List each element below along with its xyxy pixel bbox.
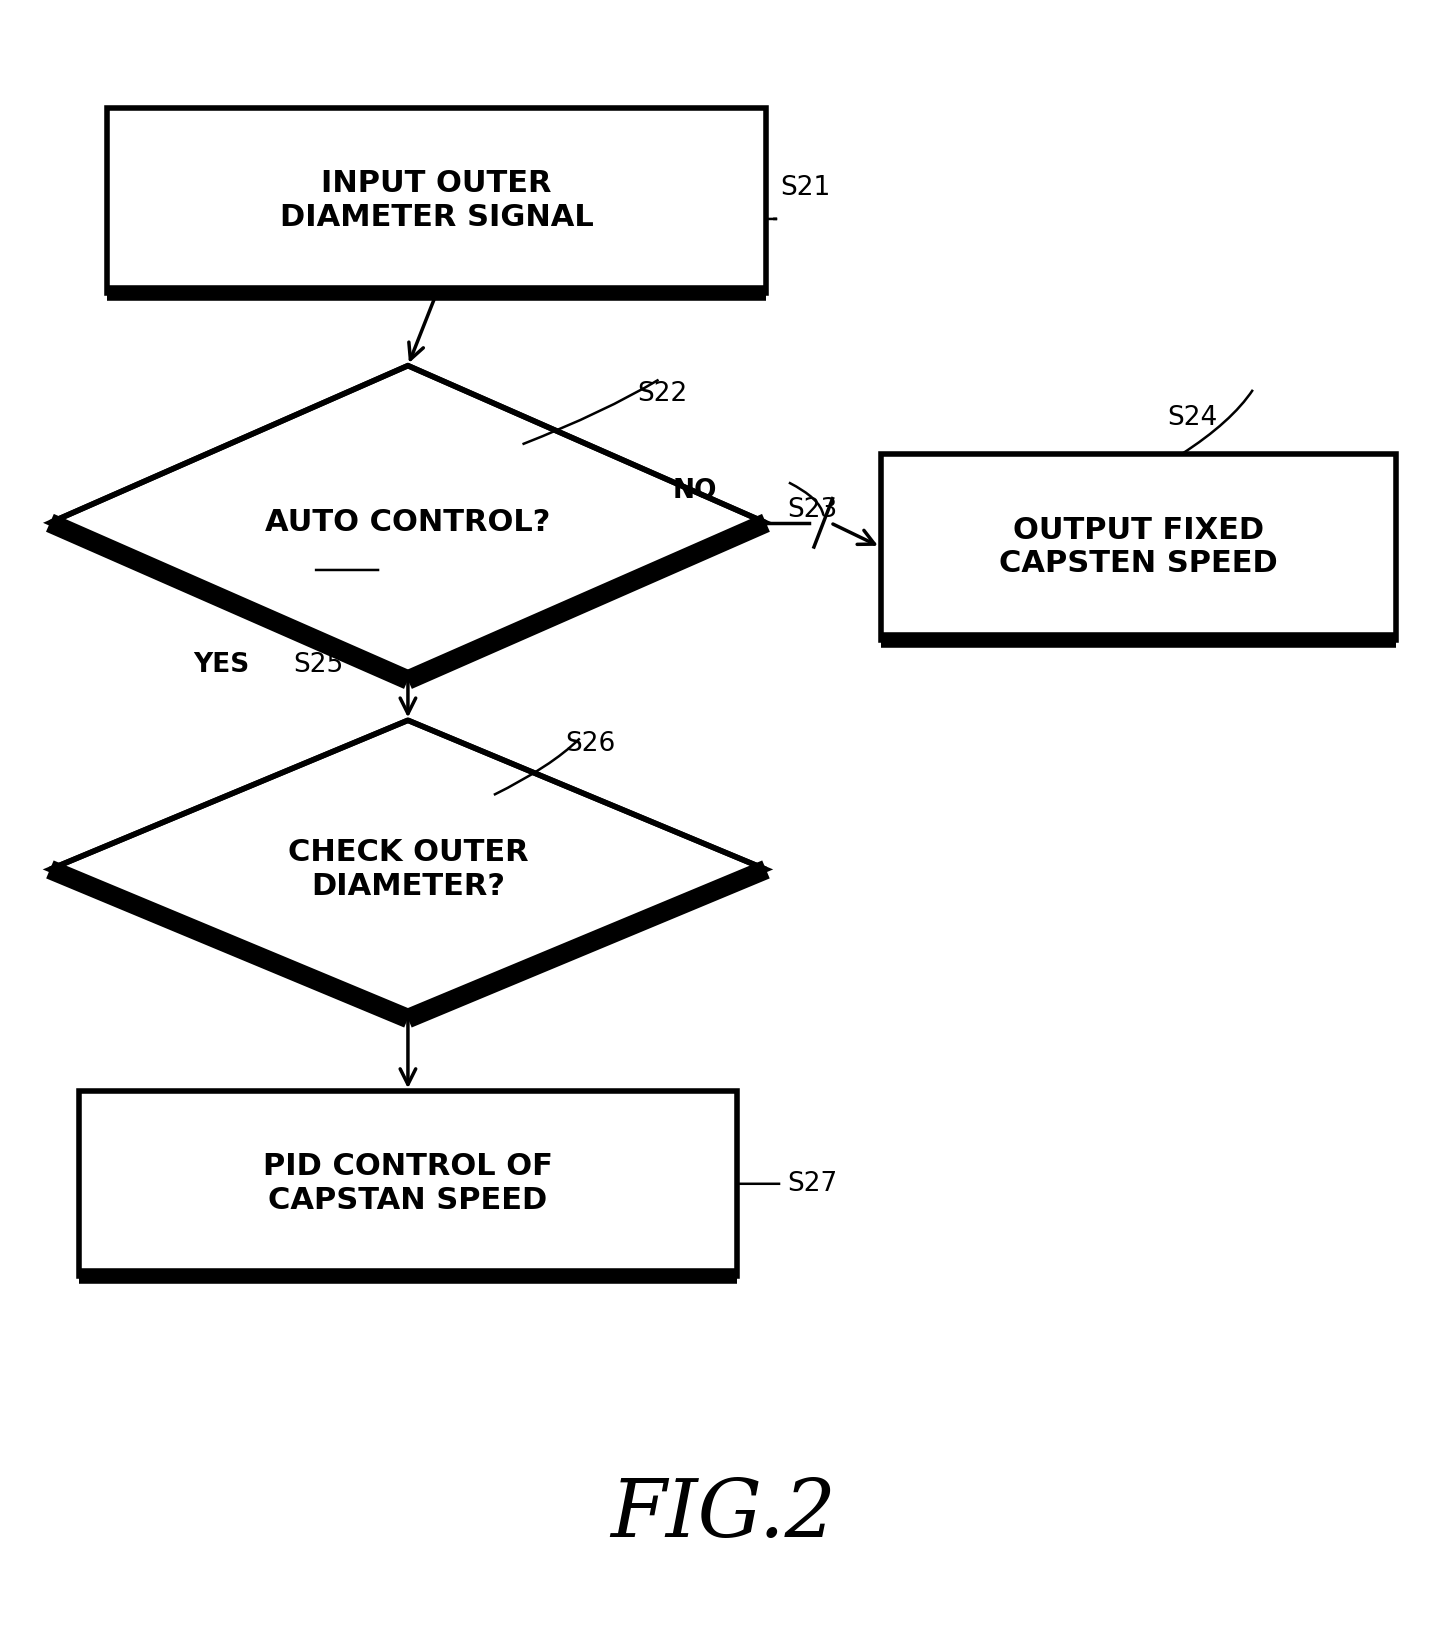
Polygon shape [51,720,766,1018]
Text: OUTPUT FIXED
CAPSTEN SPEED: OUTPUT FIXED CAPSTEN SPEED [999,515,1278,579]
Bar [107,107,766,293]
Bar [78,1091,737,1276]
Text: FIG.2: FIG.2 [610,1475,836,1553]
Text: S25: S25 [294,652,344,678]
Text: S26: S26 [565,730,616,756]
Polygon shape [51,366,766,680]
Text: PID CONTROL OF
CAPSTAN SPEED: PID CONTROL OF CAPSTAN SPEED [263,1153,552,1215]
Text: S22: S22 [638,380,687,406]
Text: S21: S21 [781,174,830,200]
Text: CHECK OUTER
DIAMETER?: CHECK OUTER DIAMETER? [288,837,528,901]
Text: INPUT OUTER
DIAMETER SIGNAL: INPUT OUTER DIAMETER SIGNAL [279,169,593,231]
Text: S27: S27 [788,1171,837,1197]
Text: S23: S23 [788,498,837,524]
Text: NO: NO [672,478,717,504]
Text: AUTO CONTROL?: AUTO CONTROL? [265,509,551,537]
Text: YES: YES [194,652,249,678]
Bar [881,454,1395,639]
Text: S24: S24 [1167,405,1218,431]
